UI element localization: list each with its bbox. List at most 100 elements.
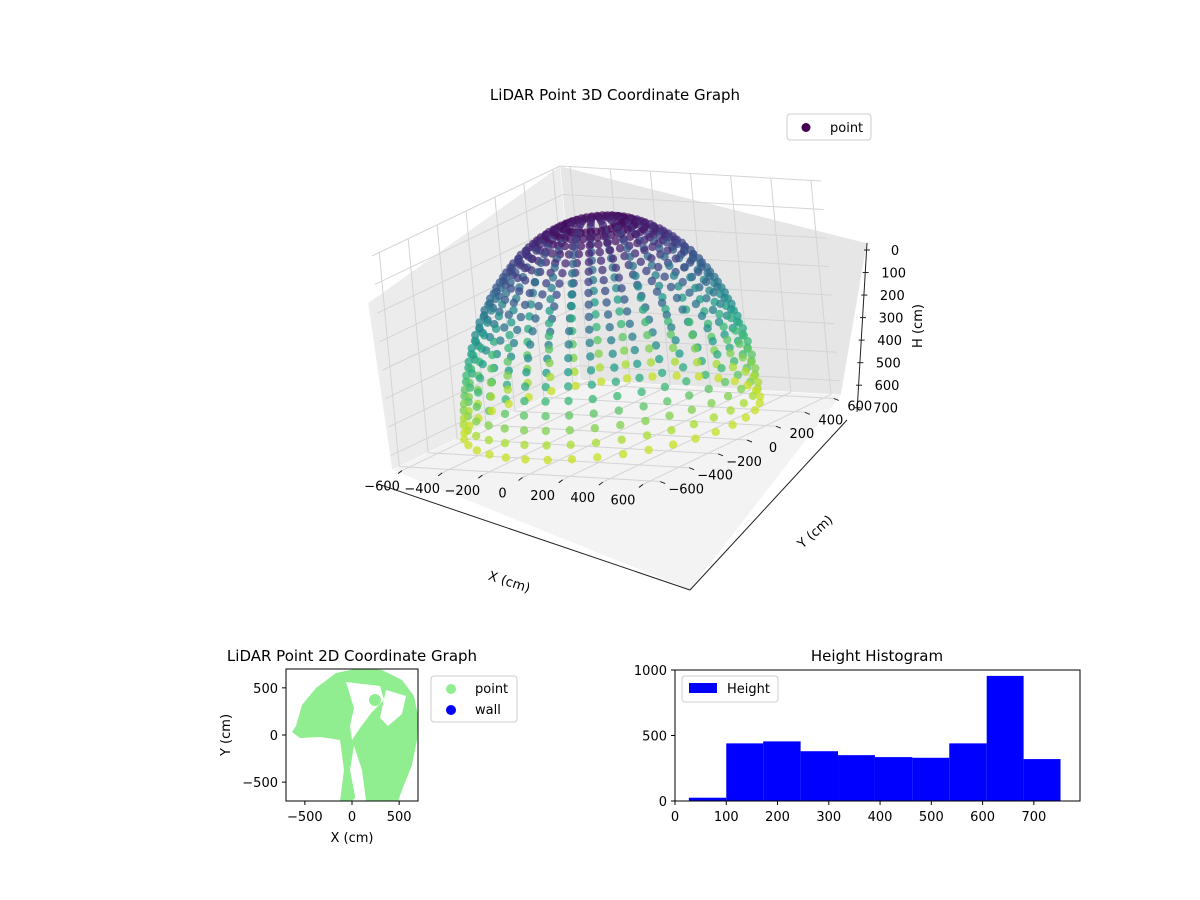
y-tick-label-3d: 0 xyxy=(769,441,777,456)
grid-line-3d xyxy=(378,252,400,467)
grid-line-3d xyxy=(465,210,487,426)
histogram-bar xyxy=(800,751,839,801)
scatter-3d-point xyxy=(671,336,680,345)
scatter-3d-point xyxy=(584,288,593,298)
scatter-3d-point xyxy=(568,259,578,268)
scatter-3d-point xyxy=(660,382,670,392)
scatter-3d-point xyxy=(460,385,470,394)
scatter-3d-point xyxy=(593,336,602,345)
scatter-3d-point xyxy=(666,330,675,339)
scatter-3d-point xyxy=(546,295,555,304)
scatter-3d-point xyxy=(613,391,622,401)
scatter-3d-point xyxy=(669,271,679,280)
scatter-3d-point xyxy=(622,374,632,383)
x-tick-label-3d: −200 xyxy=(444,484,480,499)
ticks-histogram: 0 100 200 300 400 500 600 700 0 500 1000 xyxy=(634,664,1046,825)
scatter-3d-point xyxy=(670,357,680,366)
scatter-3d-point xyxy=(588,394,597,404)
scatter-3d-point xyxy=(751,364,760,373)
z-tick-label-3d: 100 xyxy=(881,267,906,282)
y-tick-label-3d: 400 xyxy=(818,413,843,428)
scatter-3d-point xyxy=(608,254,618,263)
scatter-3d-point xyxy=(569,250,578,260)
scatter-3d-point xyxy=(567,302,576,311)
ticks-2d: −500 −500 0 0 500 500 xyxy=(242,682,411,825)
scatter-3d-point xyxy=(585,249,594,258)
scatter-3d-point xyxy=(599,276,608,285)
scatter-3d-point xyxy=(747,350,756,359)
scatter-3d-point xyxy=(685,317,694,327)
scatter-3d-point xyxy=(733,370,743,380)
scatter-3d-point xyxy=(500,438,510,448)
scatter-3d-point xyxy=(564,354,573,363)
scatter-3d-point xyxy=(521,276,530,285)
histogram-bar xyxy=(726,743,764,801)
x-tick-label-3d: 400 xyxy=(570,491,595,506)
x-tick-3d xyxy=(518,477,523,481)
scatter-3d-point xyxy=(527,266,536,275)
scatter-3d-point xyxy=(570,367,579,376)
scatter-3d-point xyxy=(520,263,529,273)
scatter-3d-point xyxy=(564,368,573,377)
x-tick-label-2d: 500 xyxy=(387,810,412,825)
scatter-3d-point xyxy=(694,267,703,277)
scatter-3d-point xyxy=(590,424,599,433)
scatter-3d-point xyxy=(611,377,620,386)
scatter-3d-point xyxy=(702,277,711,287)
grid-line-3d xyxy=(543,396,805,413)
scatter-3d-point xyxy=(592,322,601,332)
scatter-3d-point xyxy=(743,381,752,390)
grid-line-3d xyxy=(379,251,569,343)
scatter-3d-point xyxy=(521,382,530,391)
y-tick-label-2d: 500 xyxy=(253,682,278,697)
scatter-3d-point xyxy=(654,262,663,272)
scatter-3d-point xyxy=(630,345,639,355)
legend-histogram-swatch xyxy=(689,683,717,693)
scatter-3d-point xyxy=(686,273,695,282)
scatter-3d-point xyxy=(709,413,718,422)
scatter-3d-point xyxy=(544,345,554,354)
histogram-bar xyxy=(874,757,913,801)
scatter-3d-point xyxy=(728,420,737,429)
scatter-3d-point xyxy=(593,453,602,462)
scatter-3d-point xyxy=(646,358,656,367)
y-axis-label-3d: Y (cm) xyxy=(794,513,836,553)
scatter-3d-point xyxy=(586,366,596,375)
scatter-3d-point xyxy=(538,290,547,299)
scatter-3d-point xyxy=(691,299,701,309)
scatter-3d-point xyxy=(523,354,533,363)
scatter-2d-gap xyxy=(380,690,406,726)
scatter-3d-point xyxy=(472,402,481,412)
scatter-3d-point xyxy=(531,278,540,287)
histogram-bars xyxy=(688,675,1061,801)
x-tick-3d xyxy=(437,472,443,477)
scatter-3d-point xyxy=(526,340,535,349)
scatter-2d-gap xyxy=(350,746,366,801)
scatter-3d-point xyxy=(507,318,516,327)
scatter-3d-point xyxy=(504,399,513,409)
y-tick-label-histogram: 0 xyxy=(659,795,667,810)
z-tick-label-3d: 200 xyxy=(880,289,905,304)
scatter-3d-point xyxy=(605,323,614,332)
scatter-3d-point xyxy=(639,402,648,411)
scatter-3d-point xyxy=(738,353,747,362)
x-tick-label-3d: 600 xyxy=(611,493,636,508)
grid-line-3d xyxy=(374,194,563,285)
scatter-3d-point xyxy=(561,259,570,268)
scatter-3d-point xyxy=(723,335,732,344)
grid-line-3d xyxy=(428,452,690,469)
scatter-3d-point xyxy=(464,441,473,450)
x-tick-label-3d: −600 xyxy=(364,480,400,495)
scatter-3d-point xyxy=(558,269,567,278)
scatter-3d-point xyxy=(500,323,509,332)
chart-3d-title: LiDAR Point 3D Coordinate Graph xyxy=(490,86,740,104)
scatter-3d-point xyxy=(543,455,552,465)
y-tick-3d xyxy=(775,425,782,429)
scatter-3d-point xyxy=(675,349,684,358)
scatter-3d-point xyxy=(567,314,576,323)
grid-line-3d xyxy=(485,424,748,441)
x-tick-label-2d: −500 xyxy=(287,810,323,825)
scatter-3d-point xyxy=(459,414,469,423)
scatter-3d-point xyxy=(603,310,613,319)
scatter-3d-point xyxy=(546,372,555,382)
